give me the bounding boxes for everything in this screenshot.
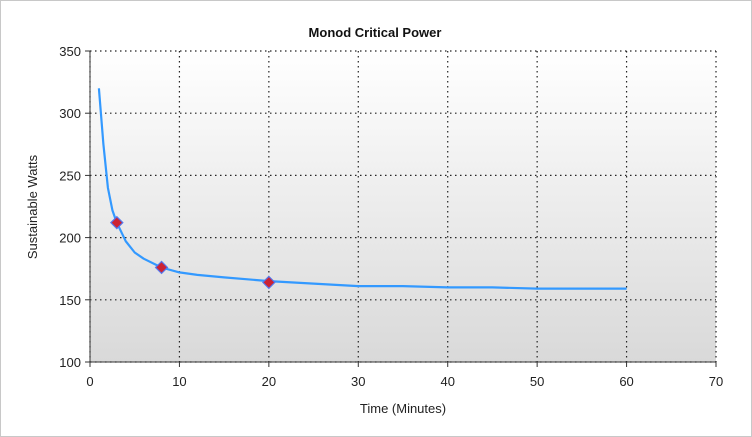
y-tick-label: 250 [59, 168, 81, 183]
y-tick-label: 200 [59, 231, 81, 246]
series-line [97, 88, 627, 290]
x-tick-label: 30 [351, 374, 365, 389]
y-tick-label: 300 [59, 106, 81, 121]
y-ticks: 100 150 200 250 300 350 [59, 44, 90, 370]
y-tick-label: 350 [59, 44, 81, 59]
x-tick-label: 70 [709, 374, 723, 389]
x-axis-label: Time (Minutes) [360, 401, 446, 416]
axes [89, 51, 716, 363]
x-tick-label: 0 [86, 374, 93, 389]
x-tick-label: 40 [440, 374, 454, 389]
y-tick-label: 150 [59, 293, 81, 308]
data-point-marker [154, 260, 169, 275]
x-tick-label: 10 [172, 374, 186, 389]
x-tick-label: 20 [262, 374, 276, 389]
y-tick-label: 100 [59, 355, 81, 370]
x-ticks: 0 10 20 30 40 50 60 70 [86, 362, 723, 389]
y-axis-label: Sustainable Watts [25, 154, 40, 259]
data-point-marker [262, 275, 276, 290]
chart-title: Monod Critical Power [309, 25, 442, 40]
plot-area [90, 51, 716, 362]
x-tick-label: 50 [530, 374, 544, 389]
x-tick-label: 60 [619, 374, 633, 389]
series [97, 88, 627, 290]
data-point-marker [109, 215, 124, 230]
